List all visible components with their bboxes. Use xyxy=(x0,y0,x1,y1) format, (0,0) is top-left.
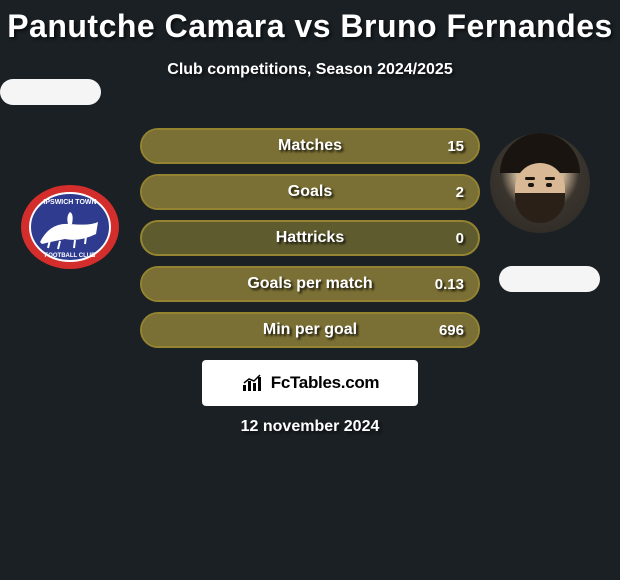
stat-value-right: 0.13 xyxy=(435,268,464,300)
source-logo-text: FcTables.com xyxy=(271,373,380,393)
stat-row: Goals2 xyxy=(140,174,480,210)
stat-label: Goals per match xyxy=(142,268,478,300)
comparison-card: Panutche Camara vs Bruno Fernandes Club … xyxy=(0,8,620,105)
stat-label: Hattricks xyxy=(142,222,478,254)
stat-row: Goals per match0.13 xyxy=(140,266,480,302)
stat-label: Min per goal xyxy=(142,314,478,346)
player-left-avatar xyxy=(0,79,101,105)
page-title: Panutche Camara vs Bruno Fernandes xyxy=(0,8,620,45)
player-right-club-badge xyxy=(499,266,600,292)
date-label: 12 november 2024 xyxy=(0,418,620,436)
subtitle: Club competitions, Season 2024/2025 xyxy=(0,61,620,79)
face-icon xyxy=(490,133,590,233)
player-right-avatar xyxy=(490,133,590,233)
stat-value-right: 15 xyxy=(444,130,464,162)
stat-value-right: 696 xyxy=(439,314,464,346)
svg-text:FOOTBALL CLUB: FOOTBALL CLUB xyxy=(45,253,97,259)
stats-bars: Matches15 Goals2 Hattricks0 Goals per match… xyxy=(140,128,480,358)
svg-text:IPSWICH TOWN: IPSWICH TOWN xyxy=(43,199,96,206)
stat-row: Matches15 xyxy=(140,128,480,164)
chart-icon xyxy=(241,373,265,393)
stat-row: Hattricks0 xyxy=(140,220,480,256)
stat-label: Matches xyxy=(142,130,478,162)
stat-value-right: 2 xyxy=(444,176,464,208)
stat-row: Min per goal696 xyxy=(140,312,480,348)
stat-label: Goals xyxy=(142,176,478,208)
stat-value-right: 0 xyxy=(444,222,464,254)
source-logo: FcTables.com xyxy=(202,360,418,406)
player-left-club-badge: IPSWICH TOWN FOOTBALL CLUB xyxy=(20,184,120,270)
